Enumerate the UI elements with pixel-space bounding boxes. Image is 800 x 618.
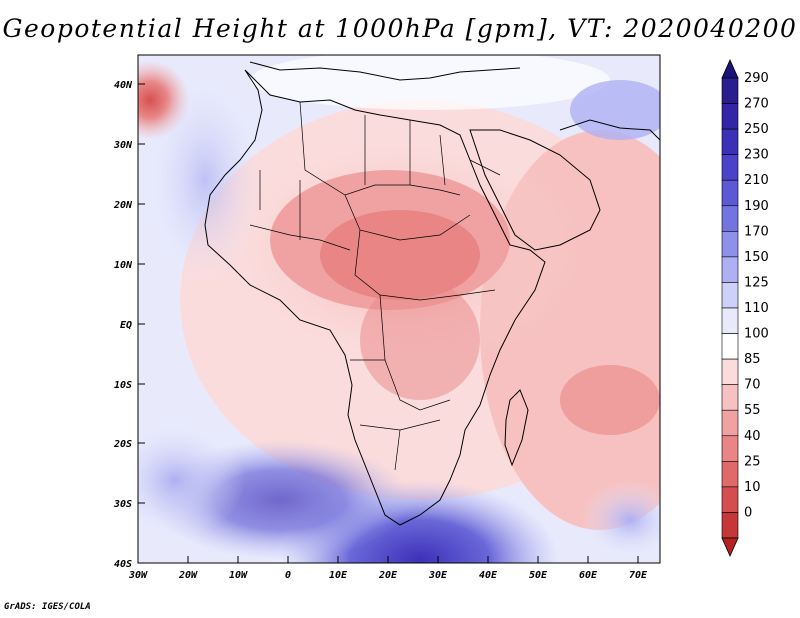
colorbar-swatch xyxy=(721,231,739,258)
lat-label: 10N xyxy=(114,260,133,271)
map-title: Geopotential Height at 1000hPa [gpm], VT… xyxy=(2,14,798,43)
colorbar-swatch xyxy=(721,179,739,207)
lat-label: 20N xyxy=(113,200,133,211)
lat-label: 30S xyxy=(113,499,132,510)
colorbar-top-arrow xyxy=(721,59,739,79)
colorbar-label: 190 xyxy=(744,199,769,214)
colorbar-swatch xyxy=(721,461,739,488)
lon-label: 10W xyxy=(229,570,248,581)
colorbar-label: 230 xyxy=(744,148,769,163)
colorbar-swatch xyxy=(721,384,739,411)
colorbar-label: 170 xyxy=(744,224,769,239)
colorbar-swatch xyxy=(721,103,739,130)
colorbar-swatch xyxy=(721,282,739,309)
colorbar-swatch xyxy=(721,512,739,539)
colorbar: 2902702502302101901701501251101008570554… xyxy=(721,59,769,557)
lat-label: 40N xyxy=(114,80,133,91)
lon-label: 20W xyxy=(178,570,198,581)
lat-label: 10S xyxy=(114,380,132,391)
lat-label: 40S xyxy=(114,559,132,570)
colorbar-bottom-arrow xyxy=(721,537,739,557)
lon-label: 10E xyxy=(329,570,348,581)
colorbar-swatch xyxy=(721,256,739,283)
colorbar-swatch xyxy=(721,154,739,181)
colorbar-label: 210 xyxy=(744,173,769,188)
colorbar-label: 25 xyxy=(744,454,761,469)
colorbar-swatch xyxy=(721,358,739,385)
colorbar-label: 290 xyxy=(744,71,769,86)
colorbar-label: 0 xyxy=(744,505,752,520)
colorbar-label: 10 xyxy=(744,480,761,495)
lon-label: 0 xyxy=(285,570,291,581)
colorbar-swatch xyxy=(721,77,739,104)
borders xyxy=(249,101,501,471)
colorbar-swatch xyxy=(721,307,739,334)
lon-axis: 30W 20W 10W 0 10E 20E 30E 40E 50E 60E 70… xyxy=(128,556,648,581)
colorbar-label: 70 xyxy=(744,378,761,393)
lon-label: 40E xyxy=(479,570,498,581)
height-field xyxy=(138,55,660,563)
colorbar-label: 110 xyxy=(744,301,769,316)
colorbar-label: 150 xyxy=(744,250,769,265)
lat-label: EQ xyxy=(120,320,132,331)
colorbar-swatch xyxy=(721,409,739,437)
coastlines xyxy=(204,61,660,526)
credit-text: GrADS: IGES/COLA xyxy=(4,602,91,612)
colorbar-swatch xyxy=(721,435,739,462)
lon-label: 50E xyxy=(529,570,548,581)
colorbar-label: 55 xyxy=(744,403,761,418)
colorbar-label: 40 xyxy=(744,429,761,444)
colorbar-label: 100 xyxy=(744,327,769,342)
lon-label: 60E xyxy=(579,570,598,581)
colorbar-swatch xyxy=(721,205,739,232)
map-frame xyxy=(137,54,661,564)
colorbar-label: 85 xyxy=(744,352,761,367)
lon-label: 70E xyxy=(629,570,648,581)
lon-label: 20E xyxy=(378,570,398,581)
lat-axis: 40N 30N 20N 10N EQ 10S 20S 30S 40S xyxy=(113,80,145,570)
lon-label: 30E xyxy=(428,570,448,581)
lon-label: 30W xyxy=(128,570,148,581)
colorbar-swatch xyxy=(721,486,739,513)
colorbar-label: 270 xyxy=(744,97,769,112)
colorbar-swatch xyxy=(721,128,739,155)
lat-label: 20S xyxy=(113,439,132,450)
colorbar-label: 250 xyxy=(744,122,769,137)
colorbar-label: 125 xyxy=(744,275,769,290)
colorbar-swatch xyxy=(721,333,739,360)
lat-label: 30N xyxy=(113,140,133,151)
